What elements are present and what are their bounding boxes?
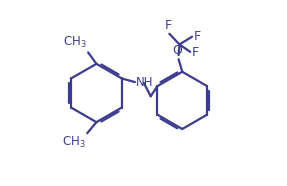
- Text: CH$_3$: CH$_3$: [63, 35, 87, 50]
- Text: F: F: [192, 46, 199, 59]
- Text: NH: NH: [136, 76, 153, 89]
- Text: O: O: [172, 44, 183, 57]
- Text: CH$_3$: CH$_3$: [62, 135, 86, 150]
- Text: F: F: [193, 30, 201, 43]
- Text: F: F: [165, 19, 172, 32]
